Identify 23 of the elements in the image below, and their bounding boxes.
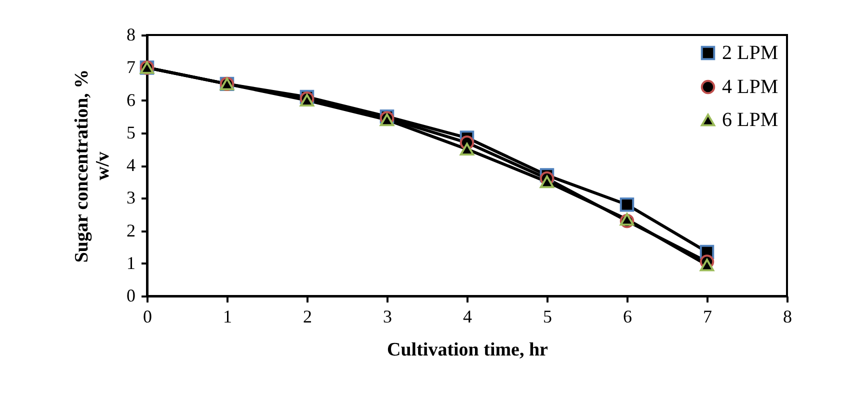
y-axis-title: Sugar concentration, % w/v: [72, 69, 114, 263]
x-tick-label: 8: [783, 306, 792, 326]
y-tick-label: 2: [126, 220, 136, 240]
x-tick-label: 2: [303, 306, 312, 326]
x-tick-label: 4: [463, 306, 472, 326]
y-tick-label: 1: [126, 252, 136, 273]
y-tick-label: 0: [126, 286, 136, 306]
legend-label: 4 LPM: [722, 76, 778, 98]
y-tick-label: 5: [126, 122, 136, 142]
y-tick-label: 3: [126, 188, 136, 208]
x-tick-label: 3: [383, 306, 392, 326]
y-tick-label: 8: [126, 24, 136, 44]
x-tick-label: 1: [223, 306, 232, 326]
x-tick-label: 5: [543, 306, 552, 326]
legend-label: 6 LPM: [722, 109, 778, 131]
x-tick-label: 6: [623, 306, 632, 326]
x-axis-title: Cultivation time, hr: [387, 340, 549, 360]
legend-label: 2 LPM: [722, 42, 778, 64]
x-tick-label: 7: [703, 306, 712, 326]
x-tick-label: 0: [143, 306, 152, 326]
y-tick-label: 4: [126, 155, 136, 175]
y-tick-label: 7: [126, 57, 136, 78]
y-tick-label: 6: [126, 90, 136, 110]
